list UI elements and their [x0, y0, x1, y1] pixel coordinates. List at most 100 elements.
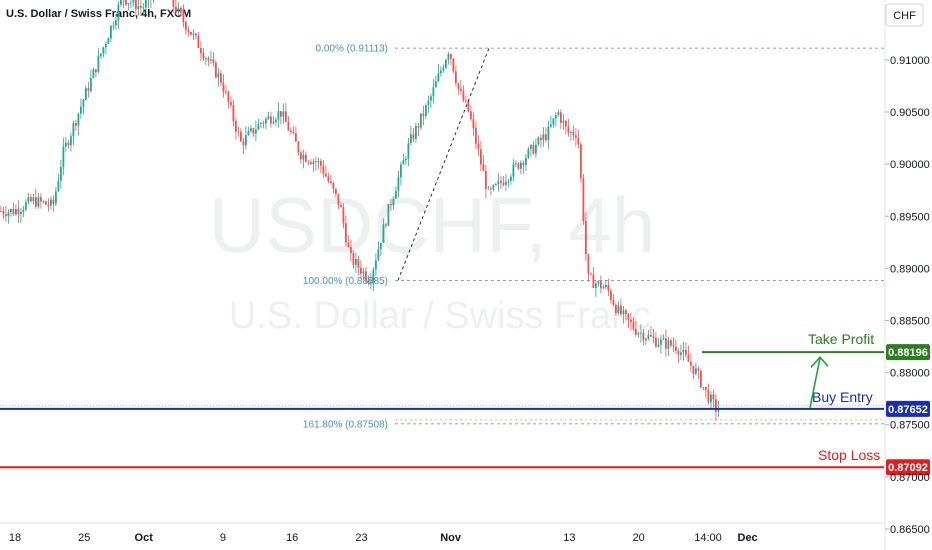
candle-body [320, 160, 322, 166]
candle-body [595, 283, 597, 288]
candle-body [660, 339, 662, 345]
candle-body [227, 91, 230, 103]
candle-body [422, 113, 425, 117]
currency-button-frame[interactable] [885, 3, 924, 27]
candle-body [697, 368, 700, 371]
x-tick-label: Nov [440, 532, 462, 544]
candle-body [642, 332, 645, 341]
y-tick-label: 0.90500 [890, 107, 930, 119]
candle-body [40, 197, 42, 202]
candle-body [407, 143, 410, 159]
candle-body [0, 211, 2, 212]
candle-body [137, 5, 140, 10]
candle-body [92, 69, 95, 79]
currency-button-label[interactable]: CHF [893, 10, 916, 22]
candle-body [75, 123, 77, 126]
candle-body [370, 281, 372, 284]
candle-body [682, 349, 685, 353]
candle-body [525, 157, 527, 165]
candle-body [312, 161, 315, 165]
candle-body [437, 73, 440, 82]
candle-body [325, 173, 327, 177]
candle-body [345, 223, 347, 243]
candle-body [190, 31, 192, 35]
y-tick-label: 0.87000 [890, 472, 930, 484]
candle-body [480, 149, 482, 165]
candle-body [425, 105, 427, 117]
candle-body [620, 305, 622, 315]
candle-body [332, 182, 335, 189]
candle-body [30, 197, 32, 202]
candle-body [592, 274, 595, 288]
candle-body [492, 185, 495, 190]
candle-body [565, 120, 567, 127]
candle-body [497, 180, 500, 184]
y-tick-label: 0.91000 [890, 55, 930, 67]
candle-body [650, 334, 652, 337]
candle-body [672, 345, 675, 347]
candle-body [705, 387, 707, 390]
candle-body [627, 313, 630, 320]
candle-body [127, 3, 130, 5]
candle-body [505, 181, 507, 185]
candle-body [217, 73, 220, 78]
x-tick-label: 13 [563, 532, 575, 544]
candle-body [197, 35, 200, 49]
candle-body [355, 259, 357, 265]
candle-body [457, 83, 460, 89]
candle-body [680, 352, 682, 355]
candle-body [652, 336, 655, 338]
candle-body [372, 269, 375, 282]
candle-body [57, 180, 60, 192]
candle-body [582, 178, 585, 221]
candle-body [130, 2, 132, 4]
candle-body [177, 7, 180, 13]
y-tick-label: 0.88000 [890, 368, 930, 380]
candle-body [52, 199, 55, 204]
x-tick-label: 23 [355, 532, 367, 544]
candle-body [282, 111, 285, 117]
candle-body [237, 131, 240, 133]
candle-body [617, 305, 620, 314]
candle-body [367, 280, 370, 284]
candle-body [142, 7, 145, 9]
candle-body [450, 54, 452, 59]
candle-body [85, 88, 87, 101]
x-tick-label: 9 [220, 532, 226, 544]
candle-body [337, 193, 340, 205]
price-axis[interactable]: 0.91000 0.90500 0.90000 0.89500 0.89000 0.885… [885, 55, 930, 536]
candle-body [302, 154, 305, 160]
candle-body [605, 285, 607, 288]
candle-body [377, 248, 380, 261]
candle-body [112, 25, 115, 27]
candle-body [65, 142, 67, 147]
candle-body [105, 43, 107, 48]
candle-body [405, 158, 407, 161]
candle-body [145, 0, 147, 8]
candle-body [7, 212, 10, 217]
candle-body [467, 100, 470, 112]
candle-body [15, 208, 17, 215]
candle-body [487, 188, 490, 190]
candle-body [365, 271, 367, 281]
buy-entry-label: Buy Entry [812, 389, 873, 405]
time-axis[interactable]: 18 25 Oct 9 16 23 Nov 13 20 14:00 Dec [9, 532, 758, 544]
candle-body [307, 161, 310, 163]
candle-body [707, 389, 710, 403]
currency-button[interactable]: CHF [885, 3, 924, 27]
y-tick-label: 0.89000 [890, 263, 930, 275]
candle-body [597, 281, 600, 284]
candle-body [570, 132, 572, 133]
price-badge: 0.88196 [886, 344, 930, 361]
x-tick-label: 16 [286, 532, 298, 544]
candle-body [440, 70, 442, 74]
candle-body [612, 299, 615, 305]
candle-body [490, 188, 492, 190]
x-tick-label: 18 [9, 532, 21, 544]
candle-body [500, 180, 502, 183]
candle-body [435, 81, 437, 88]
candle-body [192, 33, 195, 35]
candle-body [532, 144, 535, 154]
